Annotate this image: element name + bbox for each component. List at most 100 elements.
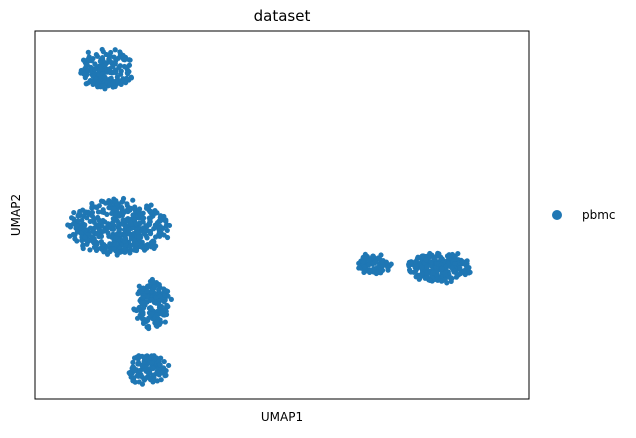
data-point	[116, 64, 122, 70]
data-point	[423, 256, 429, 263]
data-point	[71, 209, 77, 216]
data-point	[111, 206, 117, 212]
data-point	[89, 204, 95, 210]
data-point	[92, 61, 98, 67]
data-point	[166, 362, 172, 369]
data-point	[92, 66, 98, 72]
data-point	[100, 49, 106, 55]
data-point	[157, 362, 163, 368]
data-point	[366, 257, 372, 263]
data-point	[146, 375, 153, 381]
data-point	[163, 372, 169, 378]
data-point	[90, 73, 96, 79]
data-point	[123, 80, 129, 86]
data-point	[153, 234, 159, 240]
data-point	[164, 227, 170, 234]
data-point	[366, 261, 372, 268]
data-point	[125, 71, 131, 77]
data-point	[120, 217, 126, 223]
data-point	[144, 288, 150, 294]
data-point	[135, 208, 142, 215]
data-point	[97, 219, 103, 225]
data-point	[104, 225, 111, 231]
data-point	[156, 281, 162, 288]
data-point	[154, 219, 161, 226]
data-point	[119, 199, 125, 205]
data-point	[90, 56, 96, 62]
data-point	[91, 240, 97, 246]
data-point	[136, 233, 142, 240]
data-point	[163, 311, 170, 318]
data-point	[126, 57, 132, 63]
data-point	[121, 56, 127, 63]
data-point	[143, 205, 150, 211]
data-point	[451, 268, 458, 274]
data-point	[136, 379, 142, 385]
data-point	[122, 64, 129, 70]
data-point	[78, 225, 84, 231]
data-point	[134, 315, 141, 321]
data-point	[135, 359, 142, 366]
data-point	[415, 254, 421, 260]
data-point	[70, 231, 76, 238]
data-point	[81, 71, 87, 77]
data-point	[161, 299, 167, 305]
data-point	[103, 200, 109, 206]
data-point	[154, 312, 160, 318]
data-point	[367, 267, 373, 273]
data-point	[145, 284, 151, 290]
data-point	[92, 81, 99, 87]
data-point	[411, 269, 417, 275]
data-point	[107, 52, 113, 58]
data-point	[131, 306, 137, 312]
data-point	[163, 288, 169, 294]
data-point	[126, 231, 133, 237]
data-point	[149, 297, 155, 303]
data-point	[423, 264, 430, 270]
data-point	[158, 377, 164, 383]
data-point	[467, 269, 473, 275]
data-point	[427, 250, 433, 257]
data-point	[78, 67, 84, 74]
data-point	[110, 80, 116, 86]
data-point	[74, 228, 80, 235]
data-point	[84, 62, 90, 68]
data-point	[112, 198, 119, 204]
data-point	[140, 225, 146, 231]
data-point	[140, 311, 146, 317]
data-point	[464, 264, 470, 270]
data-point	[115, 231, 121, 237]
data-point	[96, 227, 103, 233]
data-point	[160, 216, 167, 222]
data-point	[126, 227, 132, 233]
data-point	[109, 226, 115, 232]
data-point	[82, 234, 88, 240]
data-point	[99, 54, 106, 61]
data-point	[457, 265, 463, 271]
data-point	[408, 259, 414, 265]
data-point	[137, 368, 144, 374]
data-point	[76, 211, 82, 217]
data-point	[147, 231, 154, 237]
data-point	[102, 248, 109, 254]
data-point	[362, 251, 368, 258]
data-point	[102, 62, 108, 68]
data-point	[459, 258, 465, 264]
data-point	[131, 205, 137, 212]
data-point	[98, 239, 104, 245]
data-point	[80, 57, 87, 63]
data-point	[85, 49, 91, 55]
data-point	[139, 363, 145, 370]
data-point	[168, 296, 174, 302]
data-point	[116, 227, 122, 233]
data-point	[142, 376, 148, 382]
data-point	[94, 53, 101, 59]
y-axis-label: UMAP2	[9, 194, 23, 236]
data-point	[370, 253, 376, 259]
data-point	[161, 358, 167, 365]
data-point	[419, 271, 425, 277]
data-point	[75, 218, 81, 224]
data-point	[128, 221, 134, 227]
data-point	[162, 319, 168, 325]
data-point	[98, 233, 105, 239]
